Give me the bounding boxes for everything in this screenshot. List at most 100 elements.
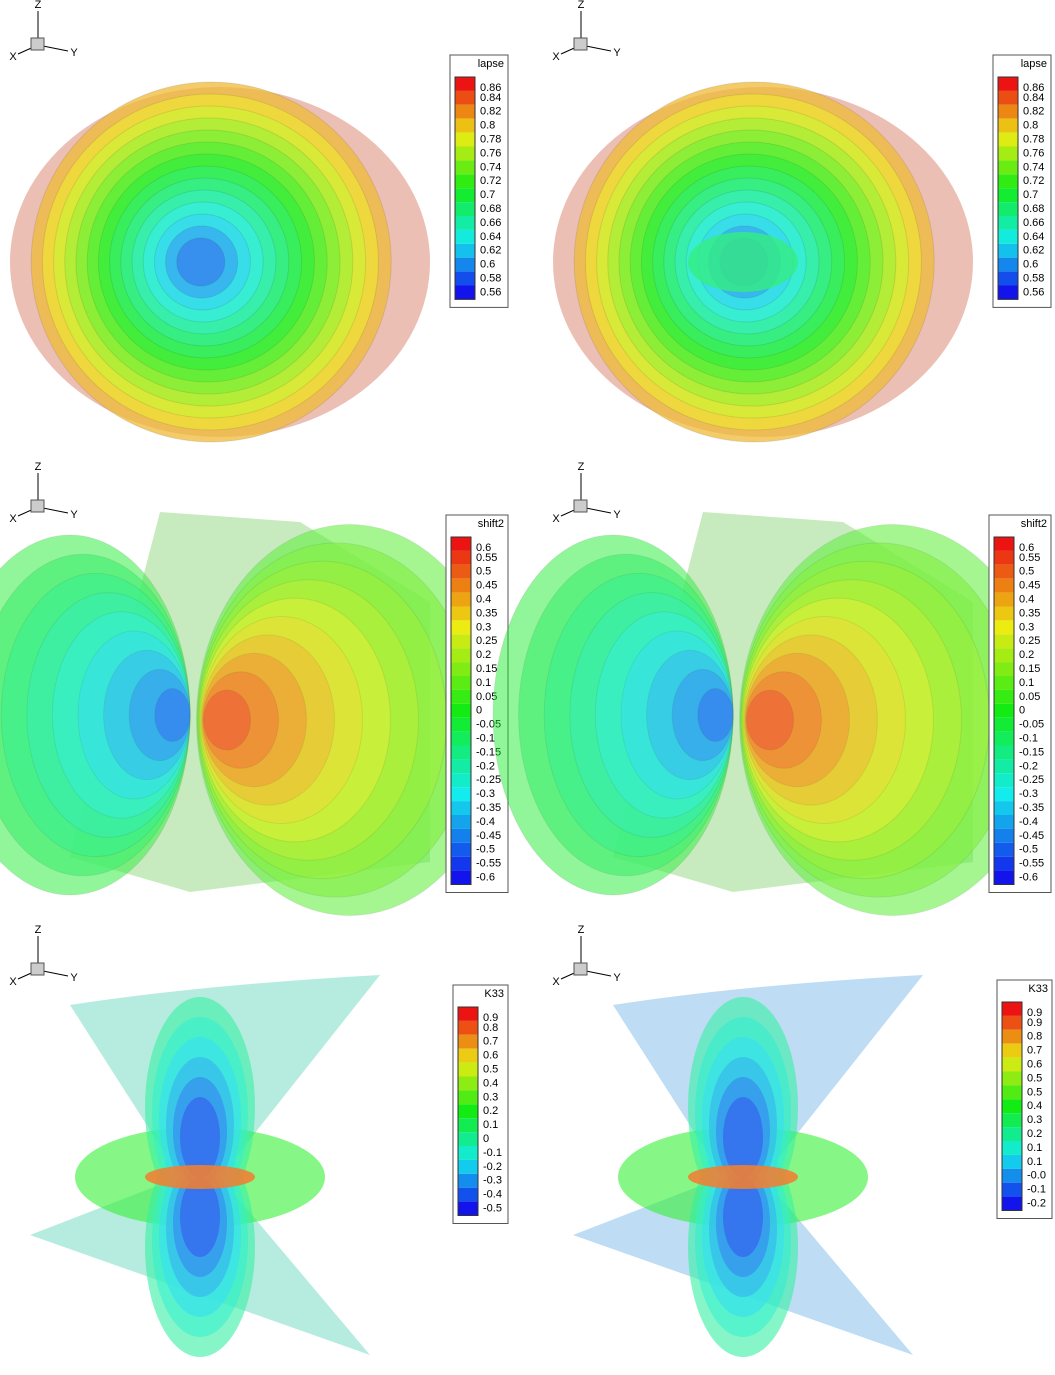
isosurface-pos — [745, 671, 823, 769]
legend-label: 0.9 — [1027, 1017, 1042, 1029]
legend-swatch — [994, 550, 1014, 565]
legend-label: 0.8 — [1023, 120, 1038, 132]
isosurface-neg — [569, 592, 734, 838]
legend-label: -0.1 — [483, 1147, 502, 1159]
isosurface-pos — [198, 579, 420, 861]
legend-colorbar-border — [457, 1006, 479, 1216]
legend-label: -0.55 — [476, 858, 501, 870]
legend-swatch — [1002, 1085, 1022, 1100]
upper-lobe — [180, 1097, 220, 1177]
legend-swatch — [458, 1132, 478, 1146]
legend-swatch — [458, 1159, 478, 1174]
legend-label: -0.6 — [1019, 871, 1038, 883]
legend-swatch — [994, 634, 1014, 649]
triad-cube — [30, 962, 45, 976]
isosurface-neg — [0, 534, 191, 896]
legend-swatch — [994, 606, 1014, 621]
legend-label: 0.62 — [480, 245, 501, 257]
legend-swatch — [994, 564, 1014, 579]
legend-swatch — [458, 1007, 478, 1021]
triad-label: X — [9, 513, 17, 525]
legend-label: -0.5 — [476, 844, 495, 856]
legend-label: 0.4 — [1019, 593, 1034, 605]
triad-label: Z — [578, 0, 585, 11]
isosurface-pos — [746, 689, 794, 751]
legend-label: 0.8 — [1027, 1031, 1042, 1043]
legend-label: 0 — [483, 1133, 489, 1145]
legend-swatch — [455, 257, 475, 272]
legend-label: 0.76 — [480, 147, 501, 159]
legend-label: 0.55 — [476, 552, 497, 564]
isosurface-pos — [200, 616, 363, 824]
isosurface-neg — [128, 668, 191, 762]
legend-label: 0.68 — [1023, 203, 1044, 215]
legend-label: 0.15 — [1019, 663, 1040, 675]
isosurface-pos — [200, 634, 335, 806]
legend-label: 0.25 — [476, 635, 497, 647]
legend-label: 0.35 — [476, 607, 497, 619]
legend-swatch — [458, 1020, 478, 1035]
legend-title: lapse — [478, 58, 504, 70]
legend-swatch — [451, 537, 471, 551]
isosurface-pos — [744, 652, 850, 788]
legend-swatch — [455, 132, 475, 147]
legend-label: -0.1 — [1027, 1184, 1046, 1196]
legend-label: 0.55 — [1019, 552, 1040, 564]
legend-label: 0.05 — [1019, 691, 1040, 703]
legend-swatch — [451, 634, 471, 649]
legend-swatch — [1002, 1057, 1022, 1072]
legend-label: 0.8 — [483, 1022, 498, 1034]
legend-swatch — [1002, 1154, 1022, 1169]
legend-swatch — [998, 77, 1018, 91]
lower-lobe — [723, 1177, 763, 1257]
legend-colorbar-border — [1001, 1001, 1023, 1211]
legend-swatch — [455, 77, 475, 91]
legend-label: -0.2 — [476, 760, 495, 772]
legend-label: -0.05 — [1019, 719, 1044, 731]
legend-label: 0.1 — [476, 677, 491, 689]
legend-label: 0.7 — [483, 1036, 498, 1048]
legend-label: 0.86 — [480, 82, 501, 94]
isosurface-neg — [543, 572, 734, 858]
isosurface-render — [492, 512, 1046, 916]
legend-swatch — [998, 104, 1018, 119]
triad-label: Z — [578, 924, 585, 936]
legend-label: 0.58 — [480, 272, 501, 284]
legend-label: 0.7 — [480, 189, 495, 201]
legend-swatch — [1002, 1015, 1022, 1030]
legend-swatch — [455, 146, 475, 161]
legend-label: 0.86 — [1023, 82, 1044, 94]
legend-swatch — [994, 745, 1014, 760]
legend-swatch — [451, 842, 471, 857]
triad-cube — [30, 37, 45, 51]
legend-swatch — [998, 216, 1018, 230]
isosurface-render — [30, 975, 380, 1357]
legend-label: 0.7 — [1027, 1045, 1042, 1057]
legend-swatch — [1002, 1182, 1022, 1197]
legend-label: 0.2 — [476, 649, 491, 661]
isosurface-neg — [26, 592, 191, 838]
legend-swatch — [451, 815, 471, 829]
triad-label: X — [552, 513, 560, 525]
legend-swatch — [994, 787, 1014, 802]
triad-label: Z — [35, 924, 42, 936]
isosurface-neg — [0, 553, 191, 877]
isosurface-pos — [741, 579, 963, 861]
legend-label: 0.56 — [480, 286, 501, 298]
legend-swatch — [1002, 1029, 1022, 1044]
isosurface-render — [0, 512, 503, 916]
fan-sheets — [70, 512, 430, 892]
legend-label: 0.62 — [1023, 245, 1044, 257]
legend-swatch — [994, 870, 1014, 885]
legend-swatch — [998, 188, 1018, 203]
legend-swatch — [451, 828, 471, 843]
legend-label: 0.35 — [1019, 607, 1040, 619]
legend-colorbar-border — [450, 536, 472, 885]
legend-label: 0.58 — [1023, 272, 1044, 284]
legend-colorbar-border — [993, 536, 1015, 885]
isosurface-pos — [202, 671, 279, 769]
triad-label: Z — [35, 461, 42, 473]
fan-sheets — [613, 512, 973, 892]
core — [688, 232, 798, 292]
legend-swatch — [458, 1104, 478, 1119]
